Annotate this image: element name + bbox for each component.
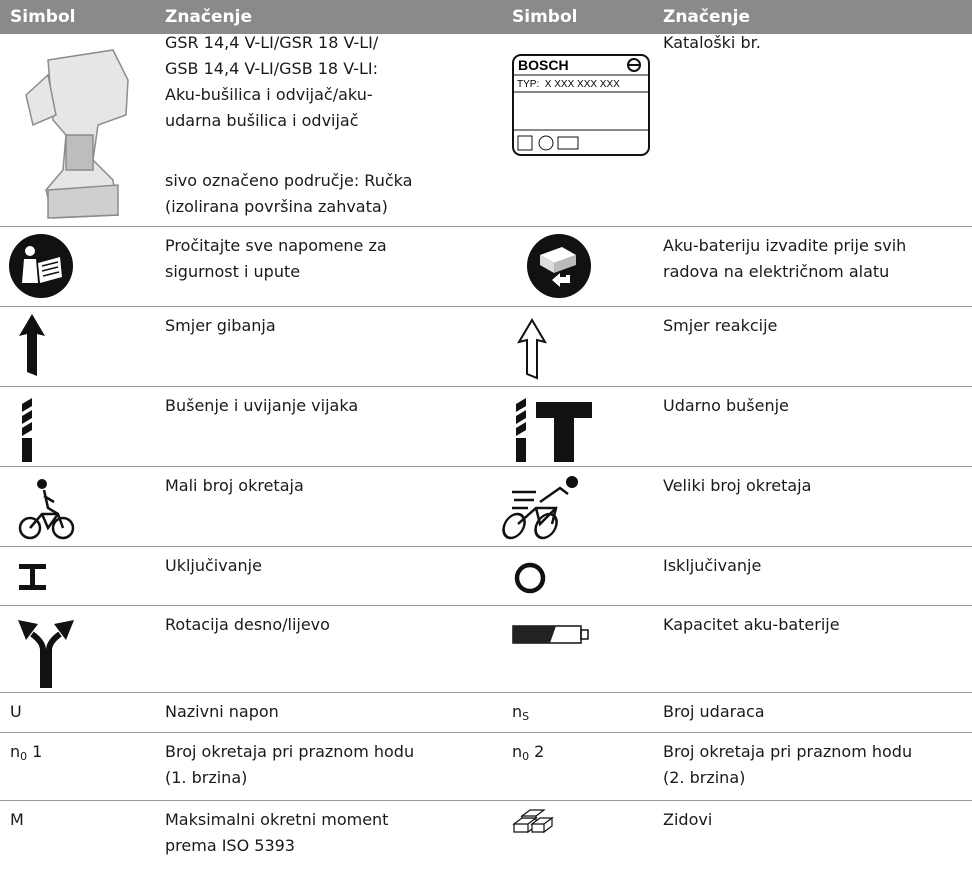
reaction-arrow-icon	[516, 318, 548, 380]
row-rule	[0, 226, 972, 227]
symbol-suffix: 2	[534, 742, 545, 761]
meaning-line: GSB 14,4 V-LI/GSB 18 V-LI:	[165, 59, 378, 78]
meaning-line: sivo označeno područje: Ručka	[165, 171, 413, 190]
meaning-line: Aku-bateriju izvadite prije svih	[663, 236, 907, 255]
row-rule	[0, 732, 972, 733]
table-header: Simbol Značenje Simbol Značenje	[0, 0, 972, 34]
symbol-text: n0 1	[10, 739, 42, 770]
drill-icon	[25, 49, 129, 219]
plate-brand: BOSCH	[518, 57, 569, 73]
header-cell: Simbol	[512, 7, 578, 27]
battery-icon	[512, 625, 589, 644]
row-rule	[0, 692, 972, 693]
symbol-base: n	[512, 702, 523, 721]
meaning-line: Nazivni napon	[165, 702, 279, 721]
meaning-line: sigurnost i upute	[165, 262, 301, 281]
meaning-line: (2. brzina)	[663, 768, 746, 787]
meaning-line: Isključivanje	[663, 556, 762, 575]
meaning-line: Uključivanje	[165, 556, 262, 575]
meaning-line: (izolirana površina zahvata)	[165, 197, 388, 216]
meaning-line: Rotacija desno/lijevo	[165, 615, 330, 634]
symbol-sub: 0	[522, 750, 530, 763]
off-icon	[514, 562, 546, 594]
meaning-line: Veliki broj okretaja	[663, 476, 812, 495]
meaning-line: Broj udaraca	[663, 702, 765, 721]
symbol-suffix: 1	[32, 742, 43, 761]
remove-battery-icon	[527, 234, 591, 298]
row-rule	[0, 546, 972, 547]
meaning-line: GSR 14,4 V-LI/GSR 18 V-LI/	[165, 33, 379, 52]
meaning-line: Broj okretaja pri praznom hodu	[165, 742, 415, 761]
meaning-line: udarna bušilica i odvijač	[165, 111, 359, 130]
header-cell: Značenje	[165, 7, 252, 27]
meaning-line: Smjer reakcije	[663, 316, 778, 335]
row-rule	[0, 605, 972, 606]
on-icon	[19, 564, 46, 590]
meaning-line: Kapacitet aku-baterije	[663, 615, 840, 634]
meaning-line: Aku-bušilica i odvijač/aku-	[165, 85, 373, 104]
header-cell: Značenje	[663, 7, 750, 27]
header-cell: Simbol	[10, 7, 76, 27]
meaning-line: prema ISO 5393	[165, 836, 295, 855]
hammer-drill-icon	[516, 398, 592, 462]
row-rule	[0, 306, 972, 307]
meaning-line: Kataloški br.	[663, 33, 761, 52]
meaning-line: Bušenje i uvijanje vijaka	[165, 396, 359, 415]
rotation-icon	[18, 620, 74, 688]
meaning-line: Zidovi	[663, 810, 713, 829]
symbol-text: M	[10, 810, 24, 829]
drill-bit-icon	[22, 398, 32, 462]
slow-speed-icon	[18, 479, 75, 540]
row-rule	[0, 800, 972, 801]
motion-arrow-icon	[19, 314, 45, 376]
meaning-line: Smjer gibanja	[165, 316, 276, 335]
symbol-sub: S	[522, 710, 530, 723]
symbol-text: nS	[512, 699, 529, 730]
meaning-line: (1. brzina)	[165, 768, 248, 787]
symbol-sub: 0	[20, 750, 28, 763]
meaning-line: radova na električnom alatu	[663, 262, 890, 281]
type-plate: BOSCH TYP: X XXX XXX XXX	[512, 54, 650, 156]
symbol-text: U	[10, 702, 22, 721]
row-rule	[0, 386, 972, 387]
symbol-text: n0 2	[512, 739, 544, 770]
meaning-line: Pročitajte sve napomene za	[165, 236, 387, 255]
symbol-base: n	[10, 742, 21, 761]
meaning-line: Udarno bušenje	[663, 396, 789, 415]
meaning-line: Maksimalni okretni moment	[165, 810, 389, 829]
row-rule	[0, 466, 972, 467]
plate-type: TYP: X XXX XXX XXX	[517, 79, 620, 90]
symbol-base: n	[512, 742, 523, 761]
meaning-line: Mali broj okretaja	[165, 476, 304, 495]
meaning-line: Broj okretaja pri praznom hodu	[663, 742, 913, 761]
fast-speed-icon	[502, 476, 578, 540]
read-manual-icon	[9, 234, 73, 298]
masonry-icon	[512, 809, 554, 834]
